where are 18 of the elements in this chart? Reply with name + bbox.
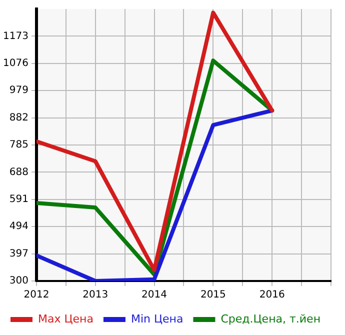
y-tick-label: 1173 (2, 30, 28, 42)
legend-label: Сред.Цена, т.йен (220, 312, 321, 326)
y-tick-label: 300 (9, 276, 28, 287)
y-tick-label: 785 (9, 140, 28, 151)
y-tick-label: 494 (9, 221, 28, 232)
x-tick-label: 2012 (24, 290, 50, 301)
x-tick-label: 2016 (259, 290, 285, 301)
legend-label: Max Цена (38, 312, 94, 326)
x-tick-label: 2015 (200, 290, 226, 301)
y-tick-label: 979 (9, 85, 28, 96)
y-tick-label: 1076 (2, 58, 28, 69)
legend-label: Min Цена (130, 312, 184, 326)
y-tick-label: 688 (9, 166, 28, 178)
x-tick-label: 2014 (142, 290, 167, 301)
y-tick-label: 591 (9, 194, 28, 205)
y-tick-label: 397 (9, 248, 28, 260)
y-tick-label: 882 (9, 112, 28, 124)
x-tick-label: 2013 (82, 290, 108, 301)
